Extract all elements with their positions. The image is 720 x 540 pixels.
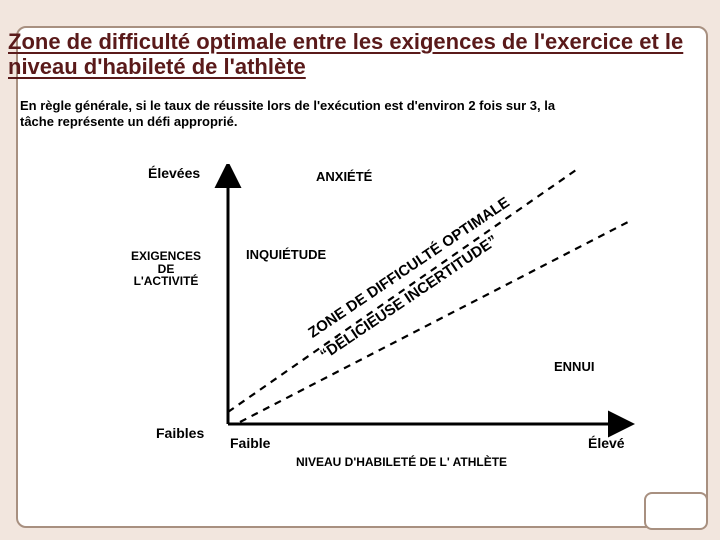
- flow-chart: Élevées EXIGENCES DE L'ACTIVITÉ Faibles …: [120, 164, 640, 464]
- worry-label: INQUIÉTUDE: [246, 248, 326, 262]
- x-high-label: Élevé: [588, 436, 625, 451]
- slide-tab-decoration: [644, 492, 708, 530]
- boredom-label: ENNUI: [554, 360, 594, 374]
- y-high-label: Élevées: [148, 166, 200, 181]
- x-low-label: Faible: [230, 436, 270, 451]
- y-axis-label: EXIGENCES DE L'ACTIVITÉ: [110, 250, 222, 288]
- slide-title: Zone de difficulté optimale entre les ex…: [8, 30, 708, 79]
- slide-subtitle: En règle générale, si le taux de réussit…: [20, 98, 580, 131]
- x-axis-label: NIVEAU D'HABILETÉ DE L' ATHLÈTE: [296, 456, 507, 469]
- anxiety-label: ANXIÉTÉ: [316, 170, 372, 184]
- y-low-label: Faibles: [156, 426, 204, 441]
